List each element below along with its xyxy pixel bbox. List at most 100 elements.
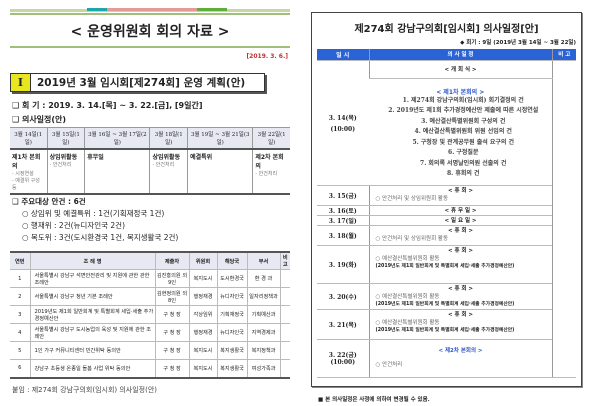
schedule-event: 제2차 본회의 - 안건처리 (252, 149, 290, 195)
table-cell: 일자리정책과 (247, 287, 281, 306)
page-title: < 운영위원회 회의 자료 > (70, 24, 230, 40)
table-row: 3 2019년도 제1회 일반회계 및 특별회계 세입·세출 추가경정예산안 구 청… (10, 305, 290, 324)
section-heading: I 2019년 3월 임시회[제274회] 운영 계획(안) (10, 73, 265, 92)
agenda-item: ○ 복도위 : 3건(도시환경국 1건, 복지생활국 2건) (22, 233, 179, 242)
table-cell: 지역경제과 (247, 323, 281, 342)
agenda-item: ○ 상임위 및 예결특위 : 1건(기획재정국 1건) (22, 209, 165, 218)
table-cell: 5 (10, 341, 31, 360)
schedule-day: 3월 18일(1일) (149, 127, 188, 150)
table-cell: 1 (10, 269, 31, 288)
date-cell: 3. 16(토) (317, 205, 369, 216)
section-title: 2019년 3월 임시회[제274회] 운영 계획(안) (37, 77, 246, 89)
agenda-main: ❑ 주요대상 안건 : 6건 (12, 197, 86, 206)
date-cell: 3. 14(목) (10:00) (317, 60, 369, 186)
col-header: 의 사 일 정 (368, 49, 552, 61)
table-cell: 3 (10, 305, 31, 324)
schedule-heading: ❑ 의사일정(안) (12, 115, 67, 124)
date-cell: 3. 15(금) (317, 185, 369, 206)
table-cell: 뉴디자인국 (217, 287, 248, 306)
table-row: 1 서울특별시 강남구 석면안전관리 및 지원에 관한 관한 조례안 김진홍의원 외… (10, 269, 290, 288)
table-cell (280, 287, 290, 306)
col-header: 연번 (10, 251, 31, 270)
table-cell: 복지도시 (189, 341, 218, 360)
col-header: 비고 (280, 251, 290, 270)
table-cell: 복지도시 (189, 359, 218, 379)
table-row: 2 서울특별시 강남구 청년 기본 조례안 김현정의원 외 8인 행정재경 뉴디자인국 일… (10, 287, 290, 306)
date-cell: 3. 19(화) (317, 245, 369, 284)
table-cell (280, 323, 290, 342)
table-cell: 2 (10, 287, 31, 306)
table-row: 4 서울특별시 강남구 도시농업의 육성 및 지원에 관한 조례안 구 청 장 행정재… (10, 323, 290, 342)
schedule-day: 3월 22일(1일) (252, 127, 290, 150)
schedule-event: 제1차 본회의 - 시정연설 - 예결위 구성 등 (10, 149, 48, 195)
table-cell: 서울특별시 강남구 도시농업의 육성 및 지원에 관한 조례안 (30, 323, 156, 342)
date-cell: 3. 18(월) (317, 225, 369, 246)
schedule-table: 3월 14일(1일) 3월 15일(1일) 3월 16일 ~ 3월 17일(2일) 3… (10, 127, 290, 195)
date-cell: 3. 20(수) (317, 283, 369, 310)
table-cell: 강남구 초등생 온종일 돌봄 사업 위탁 동의안 (30, 359, 156, 379)
table-cell: 각상임위 (189, 305, 218, 324)
table-cell: 구 청 장 (155, 305, 190, 324)
session-period: ❑ 회 기 : 2019. 3. 14.[목] ~ 3. 22.[금], [9일… (12, 101, 203, 110)
date-cell: 3. 21(목) (317, 309, 369, 340)
table-cell (280, 269, 290, 288)
table-cell: 행정재경 (189, 323, 218, 342)
bills-table: 연번 조 례 명 제출자 위원회 해당국 부서 비고 1 서울특별시 강남구 석면안전관리 및 … (10, 251, 290, 379)
table-cell: 복지정책과 (247, 341, 281, 360)
agenda-item: ○ 행재위 : 2건(뉴디자인국 2건) (22, 221, 126, 230)
opening-ceremony: < 개 회 식 > (368, 60, 552, 79)
table-cell: 4 (10, 323, 31, 342)
date-cell: 3. 17(일) (317, 215, 369, 226)
col-header: 제출자 (155, 251, 190, 270)
col-header: 비 고 (551, 49, 576, 61)
agenda-item: 3. 예산결산특별위원회 구성의 건 (421, 117, 506, 125)
session-period: ◆ 회기 : 9일 (2019년 3월 14일 ~ 3월 22일) (460, 40, 576, 46)
col-header: 조 례 명 (30, 251, 156, 270)
table-cell: 뉴디자인국 (217, 323, 248, 342)
table-cell: 서울특별시 강남구 석면안전관리 및 지원에 관한 관한 조례안 (30, 269, 156, 288)
agenda-item: 5. 구청장 및 관계공무원 출석 요구의 건 (412, 138, 515, 146)
agenda-item: 8. 휴회의 건 (446, 170, 480, 177)
table-cell: 기획예산과 (247, 305, 281, 324)
divider (10, 13, 290, 15)
col-header: 일 시 (317, 49, 369, 61)
table-row: 6 강남구 초등생 온종일 돌봄 사업 위탁 동의안 구 청 장 복지도시 복지생활국 여… (10, 359, 290, 379)
table-cell: 구 청 장 (155, 323, 190, 342)
schedule-event: 예결특위 (187, 149, 253, 195)
table-cell: 구 청 장 (155, 341, 190, 360)
date-cell: 3. 22(금) (10:00) (317, 339, 369, 378)
schedule-event: 상임위활동 - 안건처리 (46, 149, 85, 195)
table-cell (280, 341, 290, 360)
agenda-item: 7. 회의록 서명날인의원 선출의 건 (420, 159, 507, 167)
table-cell: 복지도시 (189, 269, 218, 288)
table-cell: 구 청 장 (155, 359, 190, 379)
table-cell: 여성가족과 (247, 359, 281, 379)
table-cell: 기획재정국 (217, 305, 248, 324)
agenda-frame (311, 12, 582, 387)
schedule-day: 3월 16일 ~ 3월 17일(2일) (84, 127, 150, 150)
col-header: 부서 (247, 251, 281, 270)
table-cell: 2019년도 제1회 일반회계 및 특별회계 세입·세출 추가경정예산안 (30, 305, 156, 324)
table-cell: 환 경 과 (247, 269, 281, 288)
table-cell: 서울특별시 강남구 청년 기본 조례안 (30, 287, 156, 306)
agenda-item: 2. 2019년도 제1회 추가경정예산안 제출에 따른 시정연설 (388, 107, 539, 114)
table-row: 5 1인 가구 커뮤니티센터 민간위탁 동의안 구 청 장 복지도시 복지생활국 복지정책… (10, 341, 290, 360)
schedule-event: 휴무일 (84, 149, 150, 195)
agenda-item: 6. 구정질문 (448, 149, 479, 156)
table-cell: 행정재경 (189, 287, 218, 306)
table-cell: 복지생활국 (217, 359, 248, 379)
table-cell: 복지생활국 (217, 341, 248, 360)
table-cell: 6 (10, 359, 31, 379)
schedule-event: 상임위활동 - 안건처리 (149, 149, 188, 195)
table-cell (280, 359, 290, 379)
top-decor-bar (10, 8, 290, 12)
divider (10, 46, 290, 48)
table-cell: 김진홍의원 외 9인 (155, 269, 190, 288)
schedule-day: 3월 19일 ~ 3월 21일(3일) (187, 127, 253, 150)
schedule-day: 3월 14일(1일) (10, 127, 48, 150)
agenda-summary: ❑ 주요대상 안건 : 6건 ○ 상임위 및 예결특위 : 1건(기획재정국 1… (12, 196, 178, 244)
col-header: 해당국 (217, 251, 248, 270)
table-cell: 도시환경국 (217, 269, 248, 288)
agenda-title: 제274회 강남구의회[임시회] 의사일정[안] (354, 24, 539, 35)
